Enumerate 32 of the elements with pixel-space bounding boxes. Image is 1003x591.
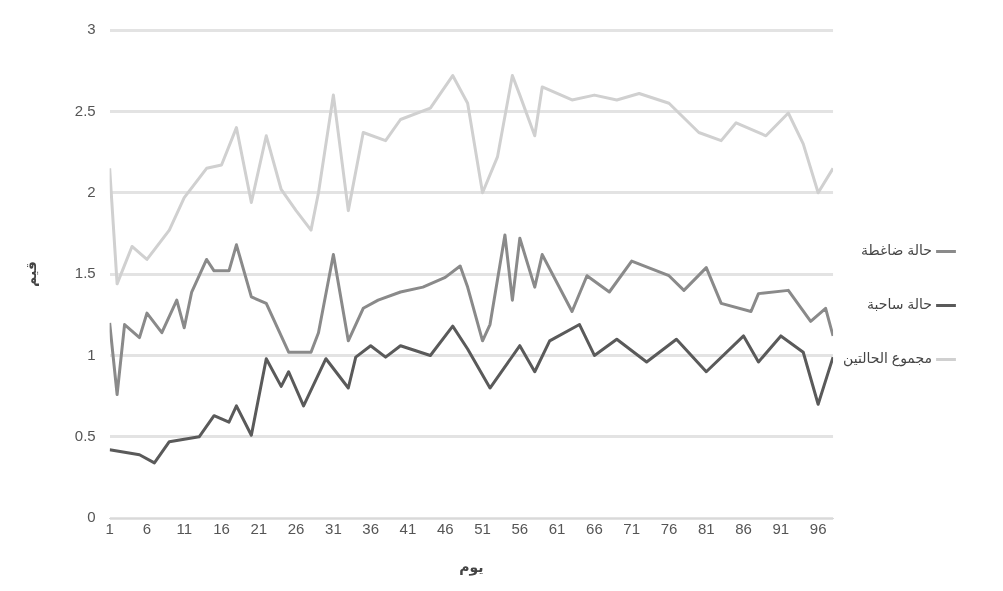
x-tick-label: 66 [586, 520, 603, 538]
x-tick-label: 86 [735, 520, 752, 538]
x-tick-label: 21 [250, 520, 268, 538]
legend-label: مجموع الحالتين [843, 350, 932, 368]
x-tick-label: 46 [436, 520, 454, 538]
x-tick-label: 16 [213, 520, 230, 538]
y-tick-label: 1.5 [74, 264, 96, 282]
x-axis-title: يوم [459, 559, 484, 577]
y-tick-label: 2 [87, 182, 96, 200]
x-tick-label: 61 [548, 520, 566, 538]
x-tick-label: 91 [772, 520, 790, 538]
x-tick-label: 71 [623, 520, 641, 538]
x-tick-label: 51 [474, 520, 491, 538]
y-tick-label: 2.5 [74, 101, 96, 119]
x-tick-label: 96 [809, 520, 827, 538]
x-tick-label: 31 [325, 520, 342, 538]
x-tick-label: 81 [697, 520, 715, 538]
x-tick-label: 1 [105, 520, 114, 538]
x-tick-label: 26 [287, 520, 305, 538]
y-tick-label: 0 [87, 508, 96, 526]
y-tick-label: 1 [87, 345, 96, 363]
x-tick-label: 11 [176, 520, 193, 538]
legend-label: حالة ساحبة [867, 296, 932, 313]
legend-label: حالة ضاغطة [860, 242, 932, 259]
y-tick-label: 3 [87, 20, 96, 38]
y-axis-title: قيم [23, 261, 40, 288]
y-tick-label: 0.5 [74, 426, 96, 444]
x-tick-label: 76 [660, 520, 678, 538]
x-tick-label: 41 [399, 520, 417, 538]
x-tick-label: 56 [511, 520, 529, 538]
x-tick-label: 6 [142, 520, 152, 538]
x-tick-label: 36 [362, 520, 380, 538]
